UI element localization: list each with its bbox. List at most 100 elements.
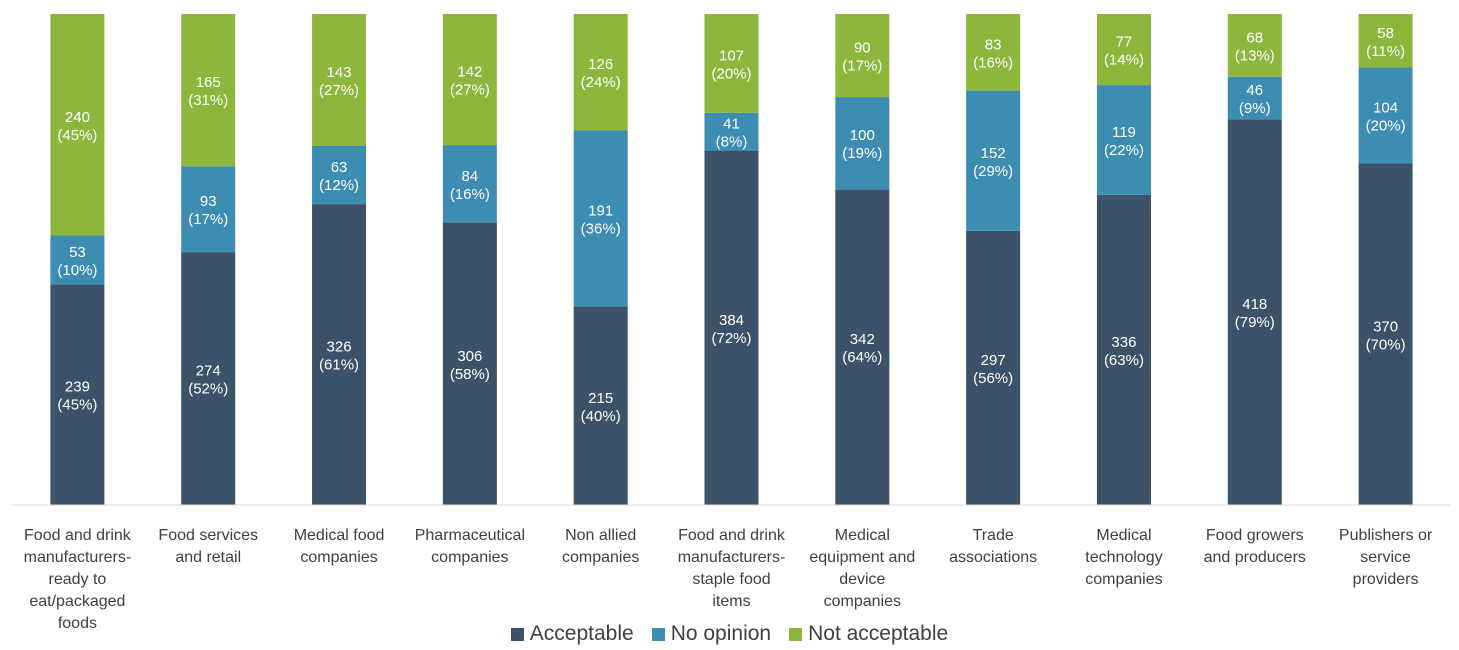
bar-medical-technology-companies-no-opinion xyxy=(1096,85,1151,195)
category-label: foods xyxy=(58,615,97,632)
category-label: ready to xyxy=(49,571,107,588)
data-label-value: 336 xyxy=(1111,334,1136,351)
bar-food-growers-and-producers-no-opinion xyxy=(1227,76,1282,120)
data-label-value: 240 xyxy=(65,109,90,126)
data-label-value: 53 xyxy=(69,244,86,261)
category-label: Publishers or xyxy=(1339,527,1433,544)
bar-publishers-or-service-providers-no-opinion xyxy=(1358,67,1413,164)
category-label: technology xyxy=(1085,549,1162,566)
data-label-percent: (20%) xyxy=(1366,118,1406,135)
data-label-percent: (27%) xyxy=(319,82,359,99)
category-label: providers xyxy=(1353,571,1419,588)
data-label-percent: (72%) xyxy=(711,330,751,347)
data-label-percent: (16%) xyxy=(450,186,490,203)
data-label-value: 239 xyxy=(65,379,90,396)
category-label: companies xyxy=(1085,571,1162,588)
data-label-value: 152 xyxy=(981,145,1006,162)
bar-food-and-drink-manufacturers-staple-food-items-no-opinion xyxy=(704,112,759,151)
data-label-value: 326 xyxy=(327,339,352,356)
data-label-value: 306 xyxy=(457,348,482,365)
bar-medical-equipment-and-device-companies-acceptable xyxy=(835,189,890,506)
data-label-percent: (40%) xyxy=(581,408,621,425)
legend-item-acceptable: Acceptable xyxy=(510,622,634,646)
category-label: Non allied xyxy=(565,527,636,544)
bar-pharmaceutical-companies-acceptable xyxy=(442,222,497,505)
category-label: and retail xyxy=(175,549,241,566)
bar-food-services-and-retail-not-acceptable xyxy=(181,14,236,167)
category-label: associations xyxy=(949,549,1037,566)
data-label-percent: (14%) xyxy=(1104,52,1144,69)
bar-food-and-drink-manufacturers-ready-to-eat-packaged-foods-no-opinion xyxy=(50,235,105,285)
bar-food-growers-and-producers-acceptable xyxy=(1227,119,1282,506)
data-label-percent: (17%) xyxy=(842,58,882,75)
bar-non-allied-companies-not-acceptable xyxy=(573,14,628,131)
data-label-value: 370 xyxy=(1373,318,1398,335)
legend-label-acceptable: Acceptable xyxy=(529,622,634,645)
bar-non-allied-companies-acceptable xyxy=(573,306,628,505)
category-label: Food services xyxy=(158,527,258,544)
data-label-percent: (8%) xyxy=(716,134,748,151)
data-label-percent: (20%) xyxy=(711,65,751,82)
data-label-percent: (36%) xyxy=(581,220,621,237)
data-label-value: 165 xyxy=(196,74,221,91)
data-label-percent: (9%) xyxy=(1239,100,1271,117)
data-label-percent: (22%) xyxy=(1104,142,1144,159)
bar-pharmaceutical-companies-not-acceptable xyxy=(442,14,497,146)
legend-swatch-not-acceptable xyxy=(789,627,803,641)
category-label: Medical food xyxy=(294,527,385,544)
category-label: companies xyxy=(431,549,508,566)
data-label-value: 342 xyxy=(850,331,875,348)
data-label-value: 191 xyxy=(588,202,613,219)
bar-pharmaceutical-companies-no-opinion xyxy=(442,145,497,223)
data-label-value: 93 xyxy=(200,193,217,210)
data-label-value: 107 xyxy=(719,47,744,64)
category-label: Food and drink xyxy=(678,527,786,544)
bar-food-services-and-retail-acceptable xyxy=(181,252,236,505)
data-label-percent: (16%) xyxy=(973,54,1013,71)
data-label-value: 297 xyxy=(981,352,1006,369)
data-label-percent: (10%) xyxy=(57,262,97,279)
bar-medical-technology-companies-acceptable xyxy=(1096,194,1151,505)
data-label-percent: (45%) xyxy=(57,127,97,144)
category-label: companies xyxy=(562,549,639,566)
legend-label-no-opinion: No opinion xyxy=(670,622,772,645)
data-label-value: 119 xyxy=(1112,124,1136,141)
data-label-value: 142 xyxy=(457,64,482,81)
legend-item-not-acceptable: Not acceptable xyxy=(789,622,948,646)
category-label: Food and drink xyxy=(24,527,132,544)
category-label: device xyxy=(839,571,885,588)
bar-food-and-drink-manufacturers-staple-food-items-acceptable xyxy=(704,150,759,505)
category-label: manufacturers- xyxy=(678,549,786,566)
data-label-percent: (31%) xyxy=(188,92,228,109)
data-label-value: 90 xyxy=(854,40,871,57)
bar-food-and-drink-manufacturers-ready-to-eat-packaged-foods-acceptable xyxy=(50,284,105,505)
data-label-value: 143 xyxy=(327,64,352,81)
data-label-percent: (13%) xyxy=(1235,47,1275,64)
bar-trade-associations-no-opinion xyxy=(966,90,1021,231)
data-label-value: 46 xyxy=(1246,82,1263,99)
category-label: companies xyxy=(824,593,901,610)
data-label-percent: (52%) xyxy=(188,381,228,398)
data-label-percent: (64%) xyxy=(842,349,882,366)
category-label: Medical xyxy=(1096,527,1151,544)
legend-swatch-no-opinion xyxy=(651,627,665,641)
data-label-percent: (17%) xyxy=(188,211,228,228)
category-label: Pharmaceutical xyxy=(415,527,525,544)
data-label-value: 104 xyxy=(1373,100,1398,117)
category-label: Food growers xyxy=(1206,527,1304,544)
category-label: service xyxy=(1360,549,1411,566)
bar-food-services-and-retail-no-opinion xyxy=(181,166,236,253)
bar-medical-food-companies-no-opinion xyxy=(312,145,367,205)
legend-item-no-opinion: No opinion xyxy=(651,622,772,646)
data-label-value: 83 xyxy=(985,36,1002,53)
category-label: and producers xyxy=(1204,549,1306,566)
data-label-value: 274 xyxy=(196,363,221,380)
bar-publishers-or-service-providers-acceptable xyxy=(1358,163,1413,505)
data-label-value: 384 xyxy=(719,312,744,329)
bar-medical-technology-companies-not-acceptable xyxy=(1096,14,1151,86)
data-label-value: 58 xyxy=(1377,25,1394,42)
data-label-value: 84 xyxy=(462,168,479,185)
category-label: eat/packaged xyxy=(29,593,125,610)
category-label: staple food xyxy=(692,571,770,588)
bar-medical-food-companies-not-acceptable xyxy=(312,14,367,146)
